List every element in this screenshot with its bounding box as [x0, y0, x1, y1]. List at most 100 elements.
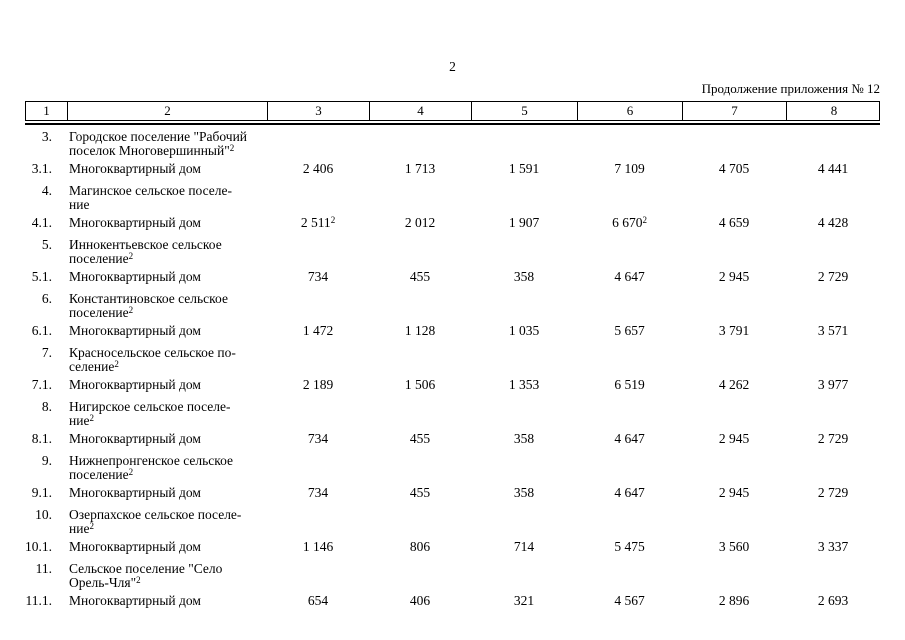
row-value: 4 659 [718, 214, 750, 230]
row-value: 3 337 [817, 538, 849, 554]
row-number-text: 5. [41, 236, 52, 252]
row-name-line: Многоквартирный дом [69, 268, 201, 284]
row-name: Многоквартирный дом [67, 430, 267, 446]
row-value: 4 705 [718, 160, 750, 176]
row-name: Многоквартирный дом [67, 484, 267, 500]
row-name-line: Многоквартирный дом [69, 160, 201, 176]
row-name-line: Городское поселение "Рабочий [69, 128, 248, 144]
row-value: 455 [409, 268, 431, 284]
row-name: Магинское сельское поселе-ние [67, 183, 267, 212]
row-value: 1 353 [508, 376, 540, 392]
row-number: 4.1. [25, 214, 67, 230]
row-number-text: 7.1. [31, 376, 52, 392]
row-value: 2 945 [718, 484, 750, 500]
row-name-line: поселение2 [69, 250, 134, 266]
row-number: 5. [25, 236, 67, 266]
row-value: 806 [409, 538, 431, 554]
row-value: 2 012 [404, 214, 436, 230]
row-number-text: 6.1. [31, 322, 52, 338]
row-number-text: 10. [35, 506, 52, 522]
page-number: 2 [449, 59, 456, 74]
row-number-text: 9.1. [31, 484, 52, 500]
footnote-marker: 2 [89, 412, 94, 423]
row-value: 734 [307, 430, 329, 446]
footnote-marker: 2 [128, 304, 134, 315]
row-name-line: Многоквартирный дом [69, 484, 201, 500]
row-name-line: Нижнепронгенское сельское [69, 452, 234, 468]
row-name: Сельское поселение "Село Орель-Чля"2 [67, 561, 267, 590]
table-row-data: 9.1. Многоквартирный дом 734 455 358 4 6… [25, 484, 880, 500]
row-number-text: 4. [41, 182, 52, 198]
row-number: 6. [25, 290, 67, 320]
row-number: 5.1. [25, 268, 67, 284]
row-name: Константиновское сельское поселение2 [67, 291, 267, 320]
row-number-text: 8.1. [31, 430, 52, 446]
row-name: Многоквартирный дом [67, 593, 267, 608]
column-number-cell-6: 6 [578, 102, 683, 120]
row-number: 7.1. [25, 376, 67, 392]
row-value: 1 907 [508, 214, 540, 230]
row-value: 406 [409, 592, 431, 608]
row-name-line: поселок Многовершинный"2 [69, 142, 235, 158]
row-value: 4 262 [718, 376, 750, 392]
row-number: 8. [25, 399, 67, 428]
table-row-data: 3.1. Многоквартирный дом 2 406 1 713 1 5… [25, 160, 880, 176]
row-name-line: Красносельское сельское по- [69, 344, 236, 360]
row-value: 734 [307, 484, 329, 500]
row-name: Нижнепронгенское сельское поселение2 [67, 452, 267, 482]
column-number-cell-1: 1 [26, 102, 68, 120]
row-name-line: Многоквартирный дом [69, 430, 201, 446]
row-name: Многоквартирный дом [67, 322, 267, 338]
row-value: 358 [513, 484, 535, 500]
row-name: Многоквартирный дом [67, 215, 267, 230]
row-value: 7 109 [614, 160, 645, 176]
row-value: 4 428 [817, 214, 849, 230]
row-name-line: поселение2 [69, 466, 134, 482]
row-number-text: 3. [41, 128, 52, 144]
row-value: 2 406 [302, 160, 334, 176]
table-column-header-row: 1 2 3 4 5 6 7 8 [25, 101, 880, 121]
row-name-line: селение2 [69, 358, 119, 374]
row-name-line: ние2 [69, 412, 94, 428]
row-value: 2 189 [302, 376, 334, 392]
row-number: 11. [25, 561, 67, 590]
table-row-section: 10. Озерпахское сельское поселе-ние2 [25, 506, 880, 536]
row-value: 3 791 [718, 322, 750, 338]
row-value: 2 896 [718, 592, 750, 608]
row-name-line: Орель-Чля"2 [69, 574, 141, 590]
table-row-data: 8.1. Многоквартирный дом 734 455 358 4 6… [25, 430, 880, 446]
row-value: 321 [513, 592, 535, 608]
row-value: 4 647 [614, 268, 645, 284]
row-value: 358 [513, 268, 535, 284]
table-row-data: 10.1. Многоквартирный дом 1 146 806 714 … [25, 538, 880, 554]
row-number-text: 7. [41, 344, 52, 360]
row-name: Красносельское сельское по-селение2 [67, 344, 267, 374]
row-value: 4 647 [614, 484, 645, 500]
footnote-marker: 2 [114, 358, 119, 369]
footnote-marker: 2 [330, 214, 336, 225]
footnote-marker: 2 [136, 574, 141, 585]
table-row-section: 3. Городское поселение "Рабочий поселок М… [25, 128, 880, 158]
row-number-text: 6. [41, 290, 52, 306]
footnote-marker: 2 [128, 250, 134, 261]
row-value: 4 567 [614, 592, 645, 608]
row-value: 1 146 [302, 538, 334, 554]
table-row-data: 4.1. Многоквартирный дом 2 5112 2 012 1 … [25, 214, 880, 230]
row-name: Иннокентьевское сельское поселение2 [67, 237, 267, 266]
row-name-line: Многоквартирный дом [69, 538, 201, 554]
row-number: 9.1. [25, 484, 67, 500]
row-name: Нигирское сельское поселе-ние2 [67, 399, 267, 428]
row-value: 5 657 [614, 322, 645, 338]
row-value: 1 128 [404, 322, 436, 338]
row-value: 6 6702 [612, 214, 647, 230]
row-number-text: 4.1. [31, 214, 52, 230]
row-name: Озерпахское сельское поселе-ние2 [67, 507, 267, 536]
table-row-section: 9. Нижнепронгенское сельское поселение2 [25, 452, 880, 482]
column-number-cell-5: 5 [472, 102, 578, 120]
footnote-marker: 2 [229, 142, 235, 153]
row-number-text: 5.1. [31, 268, 52, 284]
row-value: 714 [513, 538, 535, 554]
row-name-line: Многоквартирный дом [69, 322, 201, 338]
row-number-text: 10.1. [25, 538, 52, 554]
